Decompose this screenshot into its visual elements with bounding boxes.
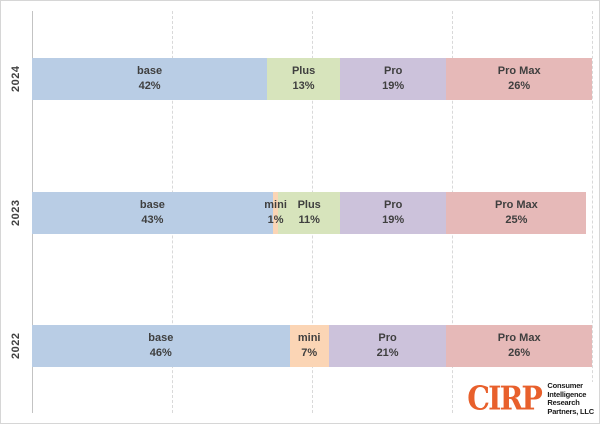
logo-line: Research xyxy=(547,398,580,407)
category-label-2023: 2023 xyxy=(10,199,22,227)
bar-row-2023: base 43% mini 1% Plus 11% Pro 19% Pro Max 25% xyxy=(32,192,587,234)
segment-label: Pro Max 26% xyxy=(497,65,541,92)
bar-segment-pro-max-2024: Pro Max 26% xyxy=(446,58,592,100)
logo-line: Intelligence xyxy=(547,389,587,399)
segment-label: Plus 11% xyxy=(297,199,321,226)
segment-label: base 43% xyxy=(139,199,165,226)
bar-segment-mini-2022: mini 7% xyxy=(289,325,329,367)
segment-label: mini 7% xyxy=(297,332,321,359)
bar-segment-base-2023: base 43% xyxy=(32,192,273,234)
bar-segment-pro-2024: Pro 19% xyxy=(339,58,447,100)
bar-segment-mini-2023: mini 1% xyxy=(264,192,287,234)
segment-label: mini 1% xyxy=(264,199,287,226)
cirp-logo-wordmark: CIRP xyxy=(467,380,543,418)
segment-label: Pro 19% xyxy=(382,199,405,226)
segment-label: Pro Max 25% xyxy=(494,199,538,226)
bar-segment-base-2024: base 42% xyxy=(32,58,268,100)
segment-label: base 42% xyxy=(137,65,163,92)
bar-segment-pro-2022: Pro 21% xyxy=(328,325,447,367)
bar-segment-plus-2024: Plus 13% xyxy=(267,58,340,100)
segment-label: base 46% xyxy=(148,332,174,359)
bar-segment-pro-max-2022: Pro Max 26% xyxy=(446,325,592,367)
segment-label: Pro 19% xyxy=(382,65,405,92)
bar-row-2024: base 42% Plus 13% Pro 19% Pro Max 26% xyxy=(32,58,592,100)
cirp-logo: CIRP Consumer Intelligence Research Part… xyxy=(461,380,594,418)
gridline-100 xyxy=(592,11,593,413)
segment-label: Pro 21% xyxy=(376,332,399,359)
cirp-logo-text: Consumer Intelligence Research Partners,… xyxy=(547,381,594,416)
segment-label: Plus 13% xyxy=(291,65,316,92)
logo-line: Partners, LLC xyxy=(547,406,594,416)
category-label-2024: 2024 xyxy=(10,65,22,93)
bar-segment-pro-max-2023: Pro Max 25% xyxy=(446,192,587,234)
bar-segment-base-2022: base 46% xyxy=(32,325,290,367)
logo-line: Consumer xyxy=(547,381,583,390)
bar-segment-pro-2023: Pro 19% xyxy=(339,192,447,234)
segment-label: Pro Max 26% xyxy=(497,332,541,359)
bar-segment-plus-2023: Plus 11% xyxy=(278,192,340,234)
category-label-2022: 2022 xyxy=(10,332,22,360)
bar-row-2022: base 46% mini 7% Pro 21% Pro Max 26% xyxy=(32,325,592,367)
